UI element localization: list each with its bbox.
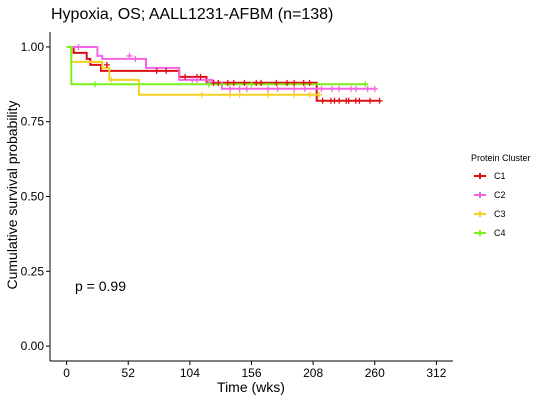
censor-mark-c1 xyxy=(215,79,222,86)
legend-key-c1 xyxy=(474,173,486,179)
censor-mark-c3 xyxy=(265,91,272,98)
x-axis-ticks: 0 52 104 156 208 260 312 xyxy=(63,361,447,380)
survival-curve-c4 xyxy=(66,46,368,86)
censor-mark-c2 xyxy=(352,85,359,92)
censor-mark-c2 xyxy=(336,85,343,92)
censor-mark-c1 xyxy=(224,79,231,86)
legend-key-c2 xyxy=(474,192,486,198)
y-tick-label: 1.00 xyxy=(21,40,45,54)
x-axis-title: Time (wks) xyxy=(217,379,285,395)
censor-mark-c2 xyxy=(236,85,243,92)
censor-mark-c1 xyxy=(356,97,363,104)
legend-label-c2: C2 xyxy=(494,190,506,200)
censor-mark-c1 xyxy=(257,79,264,86)
censor-mark-c2 xyxy=(75,43,82,50)
x-tick-label: 52 xyxy=(122,366,136,380)
censor-mark-c2 xyxy=(329,85,336,92)
p-value-annotation: p = 0.99 xyxy=(75,278,126,294)
x-tick-label: 208 xyxy=(303,366,323,380)
censor-mark-c1 xyxy=(103,61,110,68)
censor-mark-c1 xyxy=(336,97,343,104)
y-axis-ticks: 0.00 0.25 0.50 0.75 1.00 xyxy=(21,40,50,353)
censor-mark-c2 xyxy=(291,85,298,92)
censor-mark-c2 xyxy=(243,85,250,92)
censor-mark-c2 xyxy=(371,85,378,92)
x-tick-label: 0 xyxy=(63,366,70,380)
censor-mark-c4 xyxy=(248,81,255,88)
censor-mark-c1 xyxy=(241,79,248,86)
censor-mark-c1 xyxy=(182,73,189,80)
x-tick-label: 156 xyxy=(241,366,261,380)
censor-mark-c1 xyxy=(376,97,383,104)
censor-mark-c4 xyxy=(205,81,212,88)
y-tick-label: 0.25 xyxy=(21,264,45,278)
censor-mark-c1 xyxy=(284,79,291,86)
censor-mark-c1 xyxy=(197,73,204,80)
censor-mark-c1 xyxy=(273,79,280,86)
survival-curves xyxy=(66,46,380,102)
censor-mark-c1 xyxy=(300,79,307,86)
censor-mark-c1 xyxy=(319,97,326,104)
censor-mark-c1 xyxy=(306,79,313,86)
x-tick-label: 260 xyxy=(365,366,385,380)
censor-mark-c2 xyxy=(265,85,272,92)
censor-marks xyxy=(75,43,383,104)
censor-mark-c3 xyxy=(227,91,234,98)
legend-label-c3: C3 xyxy=(494,209,506,219)
x-tick-label: 312 xyxy=(426,366,446,380)
censor-mark-c2 xyxy=(126,52,133,59)
y-axis-title: Cumulative survival probability xyxy=(4,100,20,289)
censor-mark-c2 xyxy=(274,85,281,92)
censor-mark-c2 xyxy=(364,85,371,92)
censor-mark-c2 xyxy=(227,85,234,92)
censor-mark-c1 xyxy=(291,79,298,86)
censor-mark-c2 xyxy=(193,76,200,83)
censor-mark-c2 xyxy=(132,55,139,62)
censor-mark-c4 xyxy=(92,81,99,88)
x-tick-label: 104 xyxy=(180,366,200,380)
censor-mark-c1 xyxy=(163,67,170,74)
legend-items: C1 C2 C3 C4 xyxy=(474,171,506,238)
censor-mark-c3 xyxy=(198,91,205,98)
legend-key-c3 xyxy=(474,211,486,217)
censor-mark-c1 xyxy=(367,97,374,104)
censor-mark-c2 xyxy=(301,85,308,92)
censor-mark-c1 xyxy=(153,67,160,74)
censor-mark-c3 xyxy=(291,91,298,98)
censor-mark-c2 xyxy=(318,85,325,92)
censor-mark-c1 xyxy=(345,97,352,104)
legend-key-c4 xyxy=(474,230,486,236)
y-tick-label: 0.50 xyxy=(21,190,45,204)
censor-mark-c1 xyxy=(230,79,237,86)
censor-mark-c3 xyxy=(316,91,323,98)
censor-mark-c4 xyxy=(362,81,369,88)
legend-title: Protein Cluster xyxy=(471,153,531,163)
chart-title: Hypoxia, OS; AALL1231-AFBM (n=138) xyxy=(51,6,333,23)
censor-mark-c3 xyxy=(306,91,313,98)
legend-label-c4: C4 xyxy=(494,228,506,238)
censor-mark-c3 xyxy=(108,76,115,83)
legend: Protein Cluster C1 C2 C3 C4 xyxy=(471,153,531,238)
survival-curve-c1 xyxy=(66,46,380,102)
y-tick-label: 0.00 xyxy=(21,339,45,353)
censor-mark-c3 xyxy=(236,91,243,98)
legend-label-c1: C1 xyxy=(494,171,506,181)
y-tick-label: 0.75 xyxy=(21,115,45,129)
